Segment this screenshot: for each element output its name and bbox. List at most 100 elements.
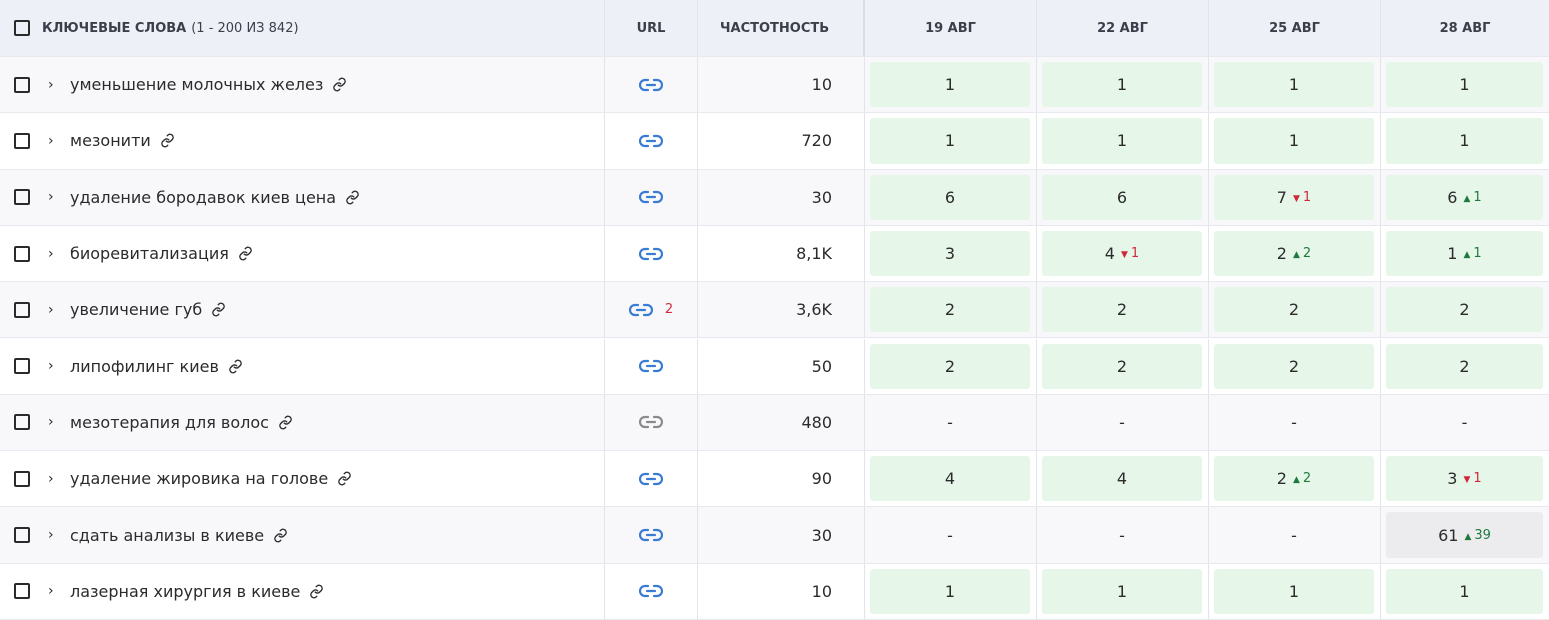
position-cell: 2 <box>1209 282 1381 338</box>
expand-chevron[interactable]: › <box>48 301 54 318</box>
position-box: 61 ▲ 39 <box>1386 512 1543 558</box>
row-checkbox[interactable] <box>14 358 30 375</box>
change-arrow: ▼ <box>1120 250 1128 261</box>
keyword-cell: › биоревитализация <box>0 225 605 282</box>
keyword-text: удаление бородавок киев цена <box>70 187 337 207</box>
position-box: 2 <box>1042 343 1202 389</box>
expand-chevron[interactable]: › <box>48 583 54 600</box>
expand-chevron[interactable]: › <box>48 470 54 487</box>
position-value: 1 <box>1459 581 1470 601</box>
url-link-icon[interactable] <box>639 246 663 262</box>
row-checkbox[interactable] <box>14 245 30 262</box>
position-box: 1 <box>1214 62 1374 108</box>
url-link-icon[interactable] <box>639 189 663 205</box>
change-value: 2 <box>1302 471 1312 487</box>
change-arrow: ▲ <box>1463 193 1471 204</box>
header-cell: КЛЮЧЕВЫЕ СЛОВА (1 - 200 ИЗ 842) <box>0 0 605 56</box>
url-link-icon[interactable] <box>639 133 663 149</box>
url-cell <box>605 507 698 563</box>
url-link-icon[interactable] <box>639 583 663 599</box>
position-box: 2 <box>870 287 1030 333</box>
position-value: 1 <box>944 581 956 601</box>
keyword-link-icon[interactable] <box>211 302 226 317</box>
position-value: 4 <box>1104 244 1115 264</box>
select-all-checkbox[interactable] <box>14 20 30 36</box>
url-cell <box>605 57 698 113</box>
position-cell: - <box>1381 395 1549 450</box>
row-checkbox[interactable] <box>14 76 30 93</box>
frequency-text: 480 <box>801 412 832 432</box>
position-box: 3 <box>870 230 1030 277</box>
keyword-link-icon[interactable] <box>238 246 253 261</box>
position-cell: - <box>865 507 1037 563</box>
position-value: 2 <box>1276 469 1287 489</box>
header-cell[interactable]: ЧАСТОТНОСТЬ <box>698 0 865 56</box>
position-box: - <box>870 512 1030 557</box>
expand-chevron[interactable]: › <box>48 245 54 262</box>
position-box: - <box>1214 512 1374 557</box>
url-link-icon[interactable] <box>639 527 663 543</box>
position-value: 2 <box>944 300 956 320</box>
position-cell: 2 <box>1037 282 1209 338</box>
header-cell[interactable]: 19 АВГ <box>865 0 1037 56</box>
position-value: 6 <box>1447 187 1458 207</box>
url-link-icon[interactable] <box>639 77 663 93</box>
keyword-link-icon[interactable] <box>228 359 243 374</box>
expand-chevron[interactable]: › <box>48 527 54 544</box>
header-cell[interactable]: 28 АВГ <box>1381 0 1549 56</box>
row-checkbox[interactable] <box>14 583 30 600</box>
url-link-icon[interactable] <box>639 414 663 430</box>
row-checkbox[interactable] <box>14 470 30 487</box>
row-checkbox[interactable] <box>14 414 30 431</box>
position-change: ▲ 1 <box>1463 246 1481 261</box>
header-label: 28 АВГ <box>1439 20 1491 36</box>
change-arrow: ▼ <box>1292 193 1300 204</box>
keyword-link-icon[interactable] <box>332 77 347 92</box>
url-link-icon[interactable] <box>639 471 663 487</box>
position-cell: 1 <box>1381 57 1549 112</box>
position-cell: 1 <box>865 113 1037 169</box>
table-row: › лазерная хирургия в киеве 10 1 1 1 1 <box>0 563 1549 620</box>
expand-chevron[interactable]: › <box>48 358 54 375</box>
header-label: URL <box>636 20 666 36</box>
keyword-link-icon[interactable] <box>337 471 352 486</box>
position-cell: 1 <box>1037 113 1209 169</box>
position-value: 1 <box>1288 75 1300 95</box>
keyword-link-icon[interactable] <box>160 133 175 148</box>
keyword-cell: › сдать анализы в киеве <box>0 507 605 563</box>
position-box: - <box>1386 400 1543 445</box>
table-row: › сдать анализы в киеве 30 - - - 61 ▲ 39 <box>0 507 1549 564</box>
position-box: 1 <box>870 118 1030 164</box>
frequency-text: 10 <box>811 581 832 601</box>
position-value: 1 <box>944 75 956 95</box>
expand-chevron[interactable]: › <box>48 414 54 431</box>
keyword-link-icon[interactable] <box>345 190 360 205</box>
position-cell: 4 ▼ 1 <box>1037 225 1209 282</box>
row-checkbox[interactable] <box>14 132 30 149</box>
header-cell[interactable]: 22 АВГ <box>1037 0 1209 56</box>
row-checkbox[interactable] <box>14 189 30 206</box>
frequency-text: 50 <box>811 356 832 376</box>
change-value: 2 <box>1302 246 1312 262</box>
header-cell[interactable]: 25 АВГ <box>1209 0 1381 56</box>
expand-chevron[interactable]: › <box>48 76 54 93</box>
position-cell: - <box>1209 507 1381 563</box>
frequency-cell: 30 <box>698 507 865 563</box>
row-checkbox[interactable] <box>14 301 30 318</box>
position-cell: 2 <box>1381 282 1549 337</box>
position-cell: - <box>865 394 1037 451</box>
table-row: › увеличение губ 2 3,6K 2 2 2 2 <box>0 282 1549 339</box>
position-cell: 61 ▲ 39 <box>1381 507 1549 562</box>
keyword-link-icon[interactable] <box>278 415 293 430</box>
keyword-link-icon[interactable] <box>309 584 324 599</box>
keyword-link-icon[interactable] <box>273 528 288 543</box>
expand-chevron[interactable]: › <box>48 132 54 149</box>
keyword-cell: › мезонити <box>0 113 605 169</box>
expand-chevron[interactable]: › <box>48 189 54 206</box>
row-checkbox[interactable] <box>14 527 30 544</box>
url-link-icon[interactable] <box>639 358 663 374</box>
frequency-cell: 10 <box>698 563 865 619</box>
position-change: ▼ 1 <box>1121 246 1139 261</box>
frequency-cell: 480 <box>698 394 865 451</box>
url-link-icon[interactable] <box>628 302 653 318</box>
